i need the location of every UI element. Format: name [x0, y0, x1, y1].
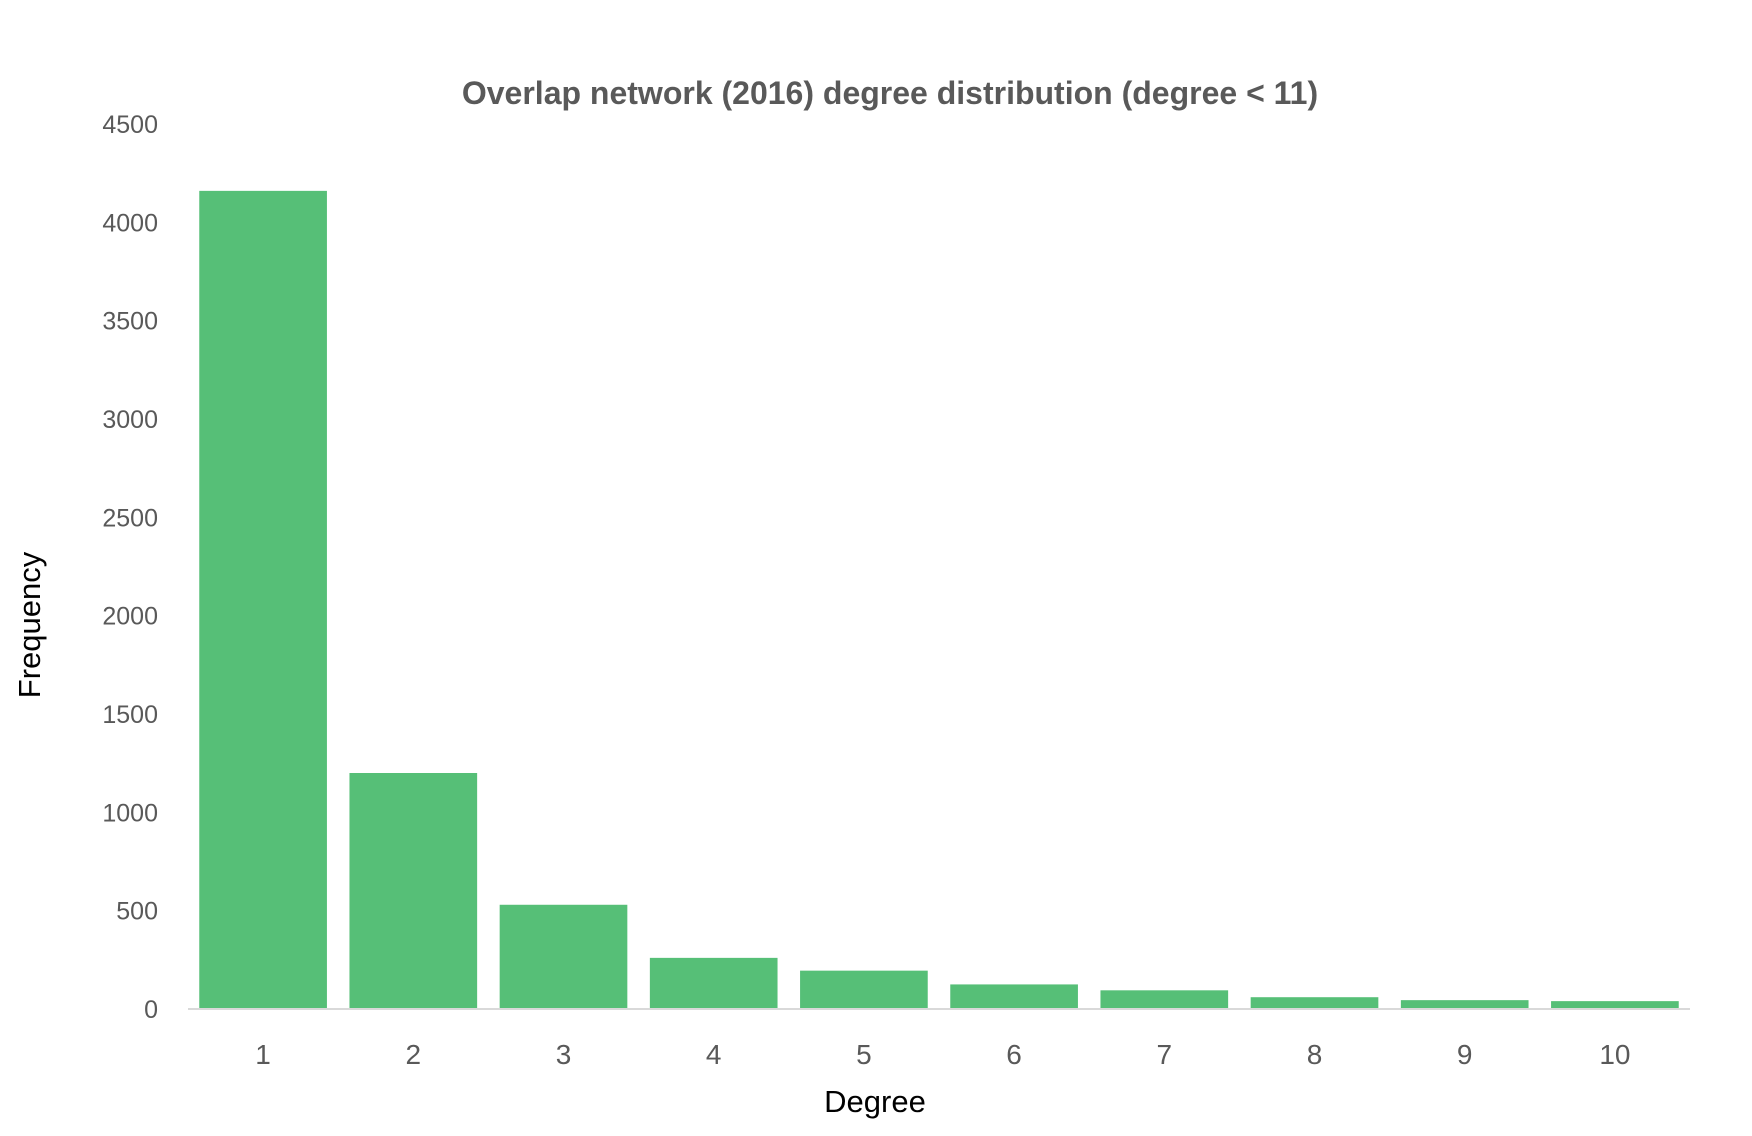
y-tick-label: 3000 — [102, 406, 158, 434]
bar-degree-7 — [1100, 990, 1229, 1009]
bar-degree-4 — [649, 957, 778, 1009]
bars — [199, 190, 1679, 1009]
x-tick-label: 7 — [1157, 1039, 1173, 1070]
x-tick-label: 5 — [856, 1039, 872, 1070]
bar-degree-3 — [499, 904, 628, 1009]
bar-degree-2 — [349, 773, 478, 1009]
y-axis-ticks: 0 500 1000 1500 2000 2500 3000 3500 4000 4500 — [102, 111, 158, 1024]
y-tick-label: 3500 — [102, 308, 158, 336]
y-tick-label: 2500 — [102, 504, 158, 532]
bar-degree-8 — [1250, 997, 1379, 1009]
y-tick-label: 1000 — [102, 799, 158, 827]
bar-degree-5 — [800, 970, 928, 1009]
x-tick-label: 3 — [556, 1039, 572, 1070]
y-tick-label: 4000 — [102, 209, 158, 237]
bar-degree-6 — [950, 984, 1078, 1009]
y-tick-label: 500 — [116, 898, 158, 926]
chart-title: Overlap network (2016) degree distributi… — [462, 75, 1318, 111]
x-tick-label: 9 — [1457, 1039, 1473, 1070]
bar-degree-9 — [1400, 1000, 1529, 1009]
y-tick-label: 0 — [144, 996, 158, 1024]
y-tick-label: 1500 — [102, 701, 158, 729]
x-tick-label: 6 — [1006, 1039, 1022, 1070]
x-tick-label: 8 — [1307, 1039, 1323, 1070]
bar-degree-10 — [1551, 1001, 1679, 1009]
x-tick-label: 4 — [706, 1039, 722, 1070]
x-axis-ticks: 1 2 3 4 5 6 7 8 9 10 — [255, 1039, 1630, 1070]
x-tick-label: 10 — [1599, 1039, 1630, 1070]
x-tick-label: 2 — [406, 1039, 422, 1070]
y-tick-label: 2000 — [102, 603, 158, 631]
x-axis-label: Degree — [824, 1084, 926, 1119]
y-axis-label: Frequency — [12, 551, 47, 698]
bar-degree-1 — [199, 190, 327, 1009]
x-tick-label: 1 — [255, 1039, 271, 1070]
y-tick-label: 4500 — [102, 111, 158, 139]
